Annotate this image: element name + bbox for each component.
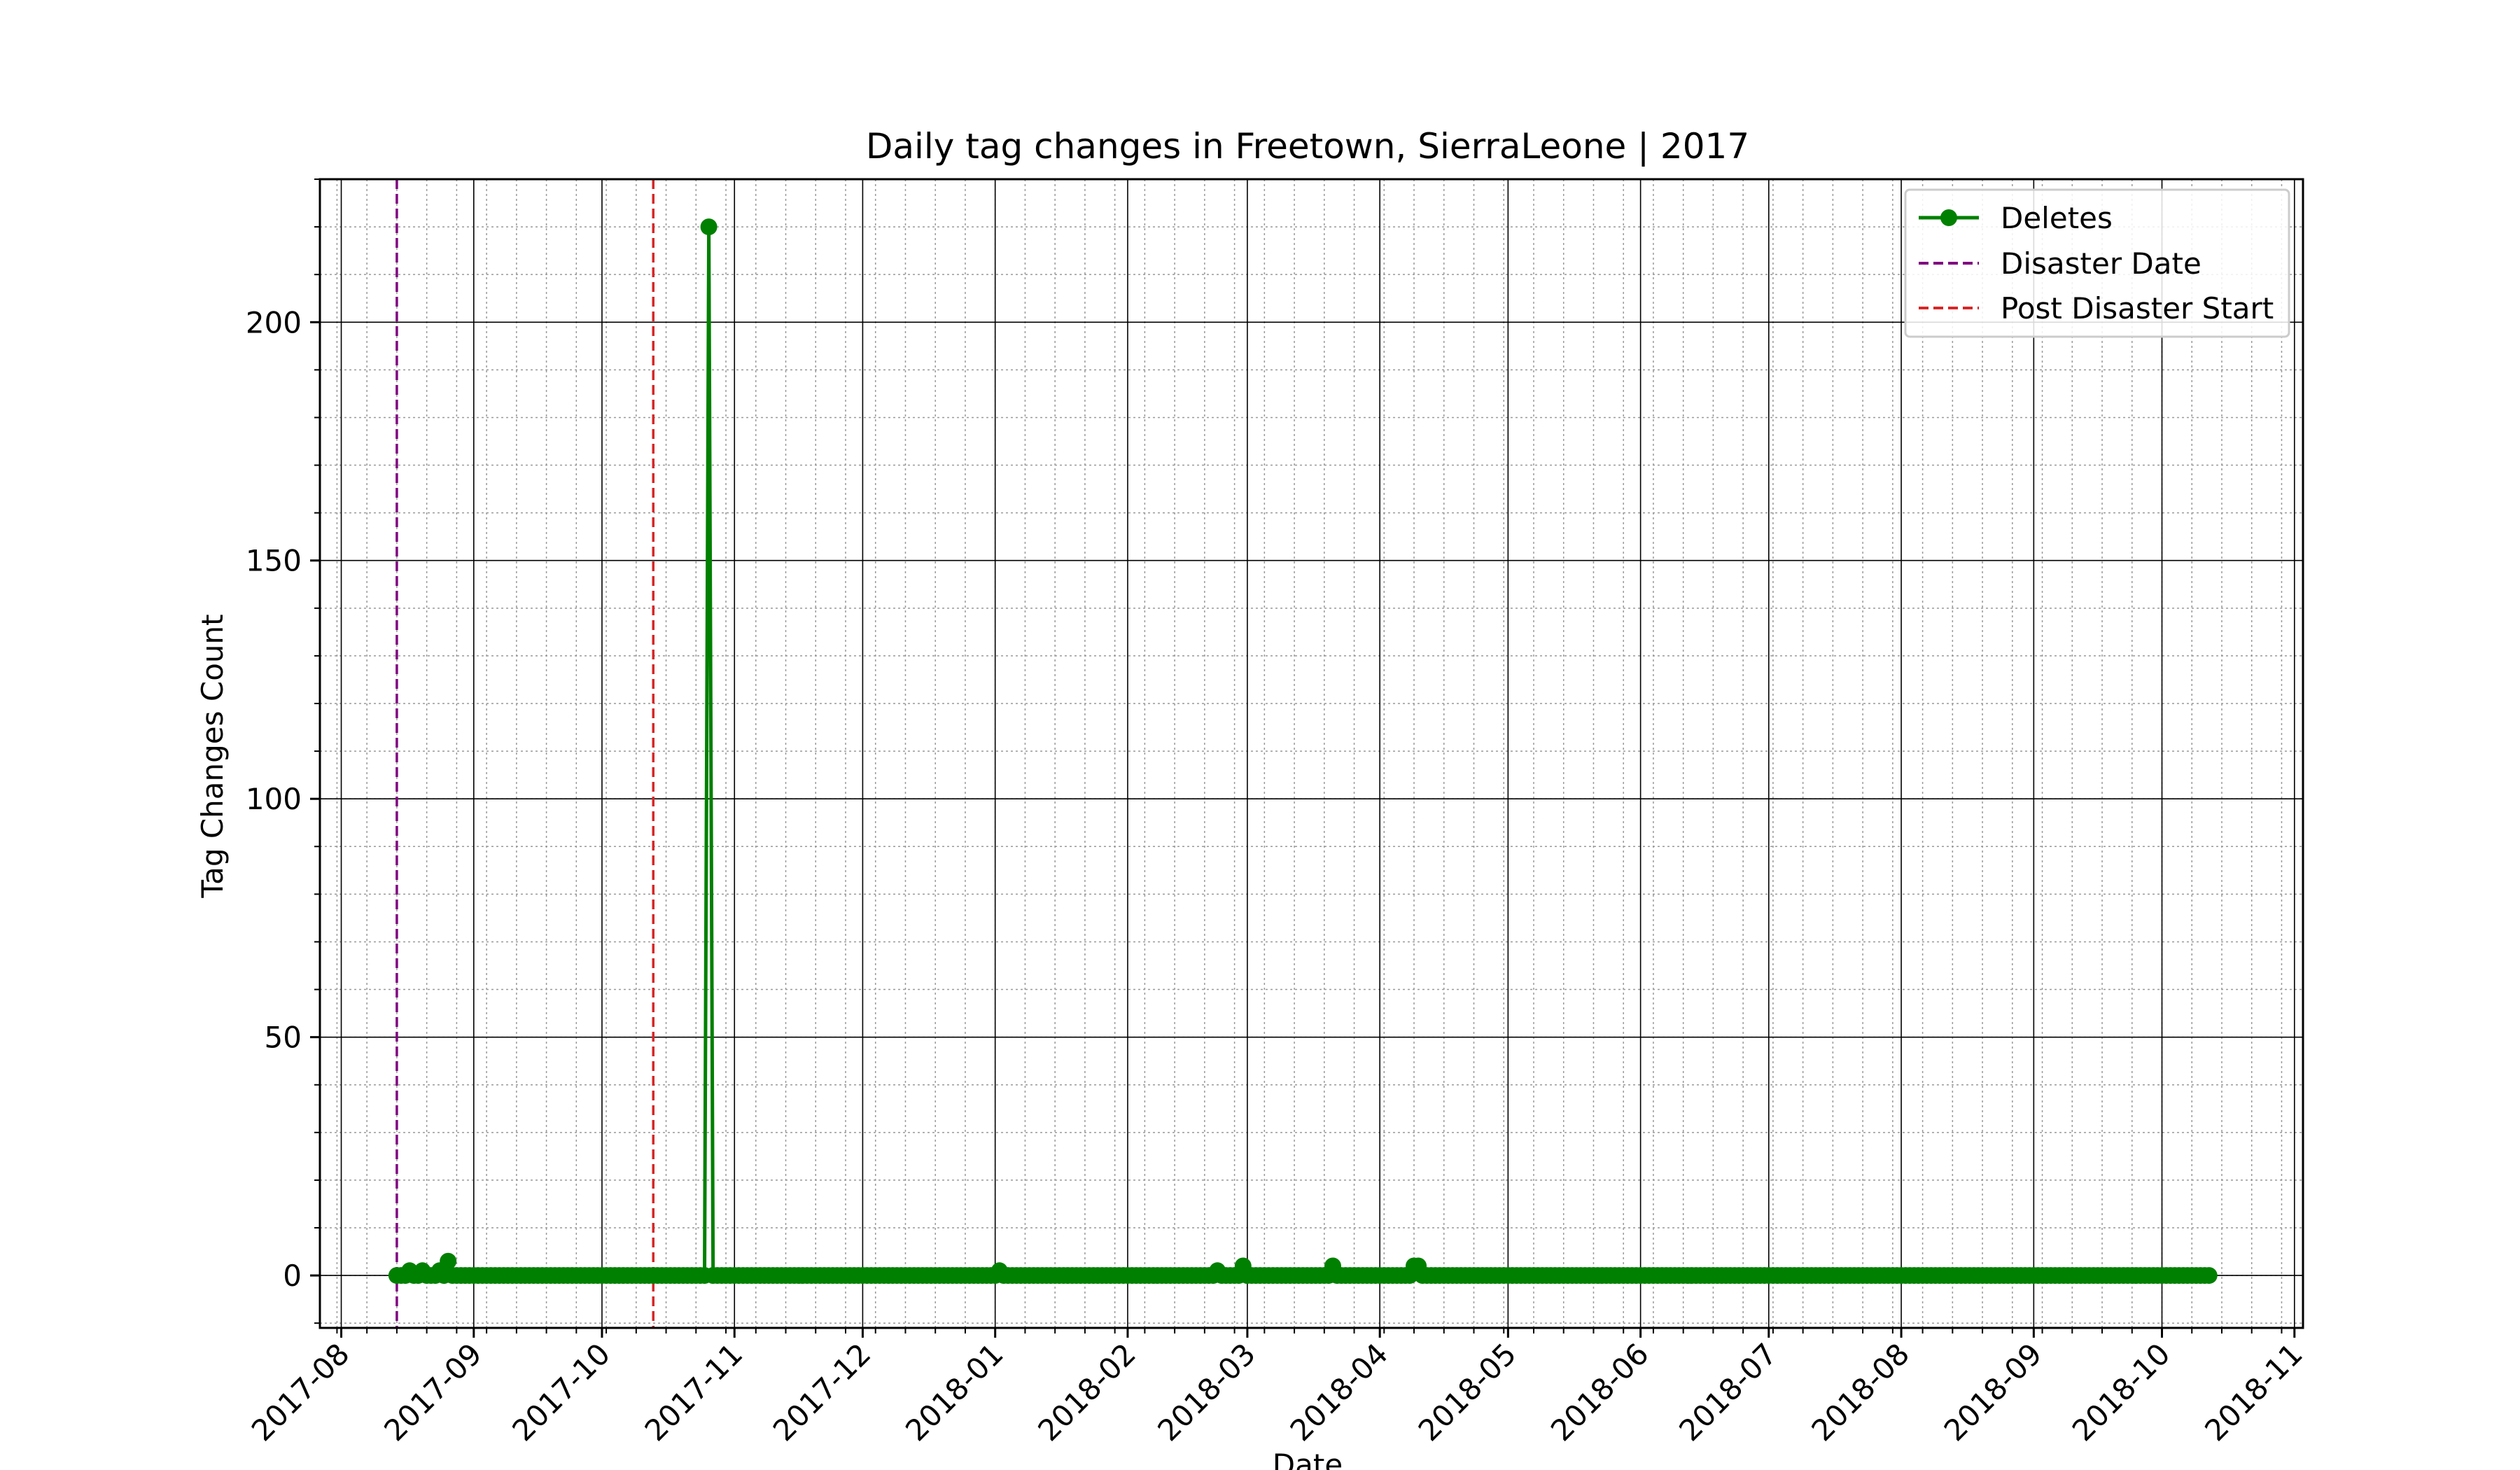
legend: Deletes Disaster Date Post Disaster Star… <box>1904 188 2290 338</box>
y-tick-label: 200 <box>246 305 302 340</box>
data-point <box>700 218 718 236</box>
chart-title: Daily tag changes in Freetown, SierraLeo… <box>866 126 1749 167</box>
reference-lines <box>396 179 654 1328</box>
legend-marker-deletes <box>1940 209 1957 226</box>
y-tick-label: 0 <box>283 1259 302 1293</box>
y-tick-label: 150 <box>246 544 302 578</box>
major-grid <box>320 179 2303 1328</box>
legend-box <box>1904 188 2290 338</box>
data-point <box>440 1252 457 1270</box>
data-point <box>2200 1267 2218 1284</box>
y-axis-label: Tag Changes Count <box>195 614 230 898</box>
y-tick-label: 50 <box>265 1021 302 1055</box>
series-deletes <box>388 218 2218 1284</box>
legend-label-deletes: Deletes <box>2001 201 2113 235</box>
y-tick-label: 100 <box>246 782 302 816</box>
axes <box>310 178 2304 1338</box>
legend-label-post-disaster-start: Post Disaster Start <box>2001 291 2274 326</box>
x-axis-label: Date <box>1273 1448 1343 1470</box>
legend-label-disaster-date: Disaster Date <box>2001 246 2202 281</box>
plot-frame <box>318 178 2304 1329</box>
